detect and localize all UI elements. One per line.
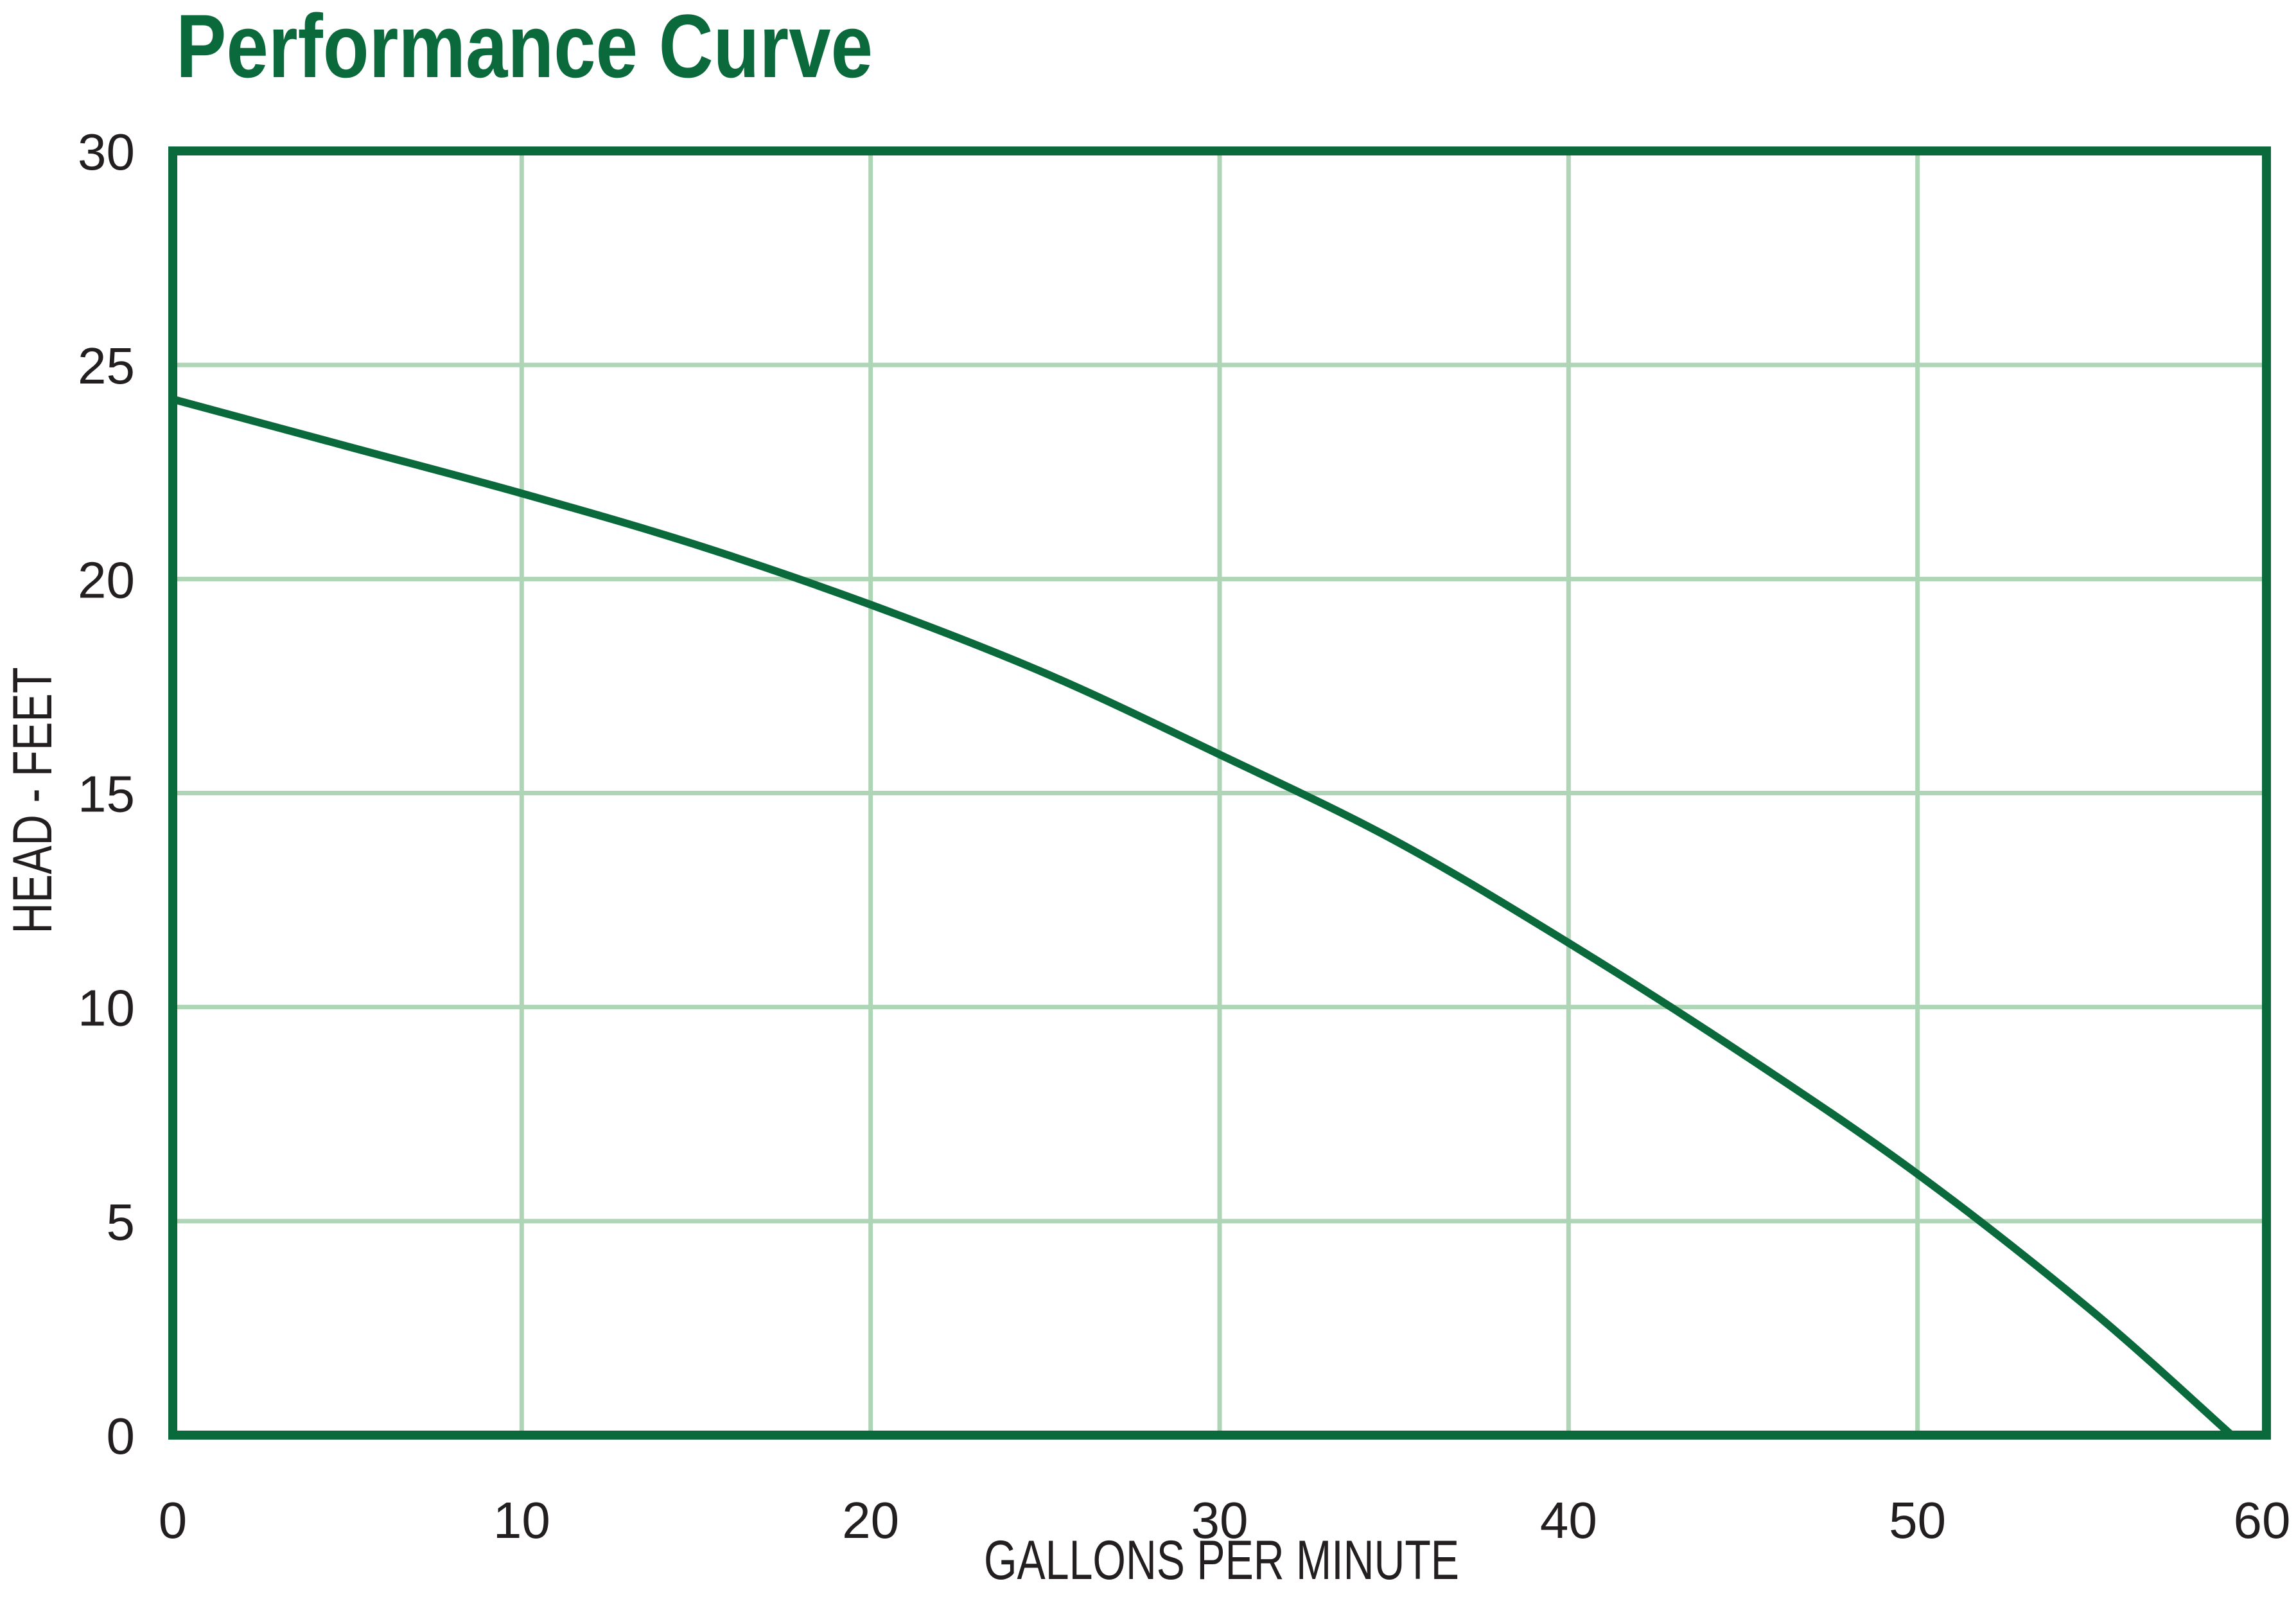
y-axis-label: HEAD - FEET — [2, 667, 64, 934]
y-tick-label: 5 — [107, 1194, 136, 1251]
x-tick-label: 60 — [2234, 1492, 2291, 1549]
y-tick-label: 25 — [78, 337, 135, 394]
y-tick-label: 15 — [78, 766, 135, 823]
x-tick-label: 40 — [1540, 1492, 1597, 1549]
plot-frame — [168, 146, 2271, 1440]
y-tick-label: 0 — [107, 1407, 136, 1465]
y-tick-labels: 0 5 10 15 20 25 30 — [78, 123, 135, 1465]
series-layer — [169, 395, 2236, 1439]
y-tick-label: 10 — [78, 980, 135, 1037]
x-tick-label: 10 — [493, 1492, 550, 1549]
y-tick-label: 30 — [78, 123, 135, 181]
y-tick-label: 20 — [78, 551, 135, 608]
x-axis-label: GALLONS PER MINUTE — [984, 1530, 1459, 1591]
plot-frame-layer — [168, 146, 2271, 1440]
performance-curve-line — [169, 395, 2236, 1439]
chart-title: Performance Curve — [176, 0, 873, 96]
x-tick-label: 30 — [1191, 1492, 1249, 1549]
x-tick-label: 50 — [1889, 1492, 1946, 1549]
grid-lines — [173, 151, 2266, 1435]
x-tick-labels: 0 10 20 30 40 50 60 — [159, 1492, 2291, 1549]
x-tick-label: 0 — [159, 1492, 188, 1549]
x-tick-label: 20 — [842, 1492, 899, 1549]
